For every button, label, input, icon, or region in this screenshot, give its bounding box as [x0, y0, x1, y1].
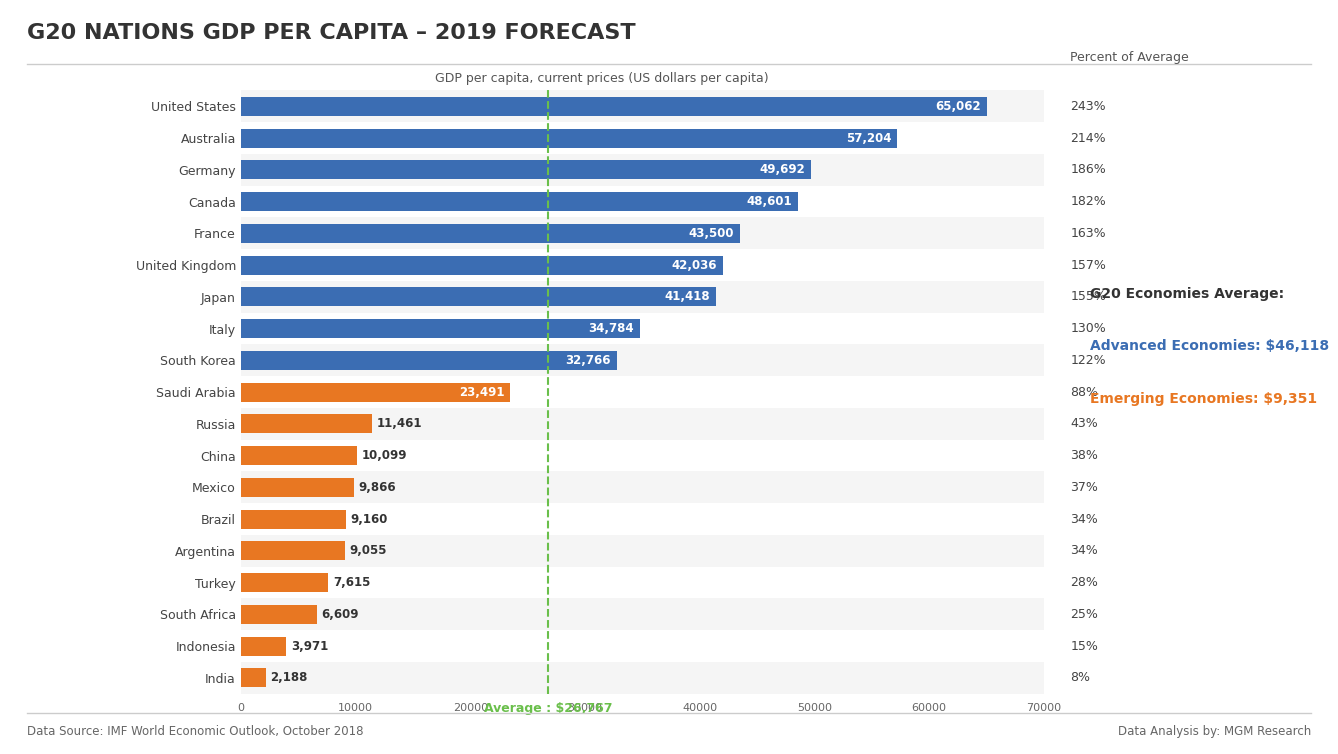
Text: 25%: 25%: [1070, 608, 1098, 621]
Bar: [241, 541, 345, 560]
Bar: [241, 154, 1044, 185]
Text: 155%: 155%: [1070, 290, 1107, 303]
Text: G20 NATIONS GDP PER CAPITA – 2019 FORECAST: G20 NATIONS GDP PER CAPITA – 2019 FORECA…: [27, 23, 636, 43]
Text: 34%: 34%: [1070, 544, 1098, 557]
Text: 122%: 122%: [1070, 354, 1107, 367]
Bar: [241, 636, 286, 655]
Text: 34%: 34%: [1070, 513, 1098, 526]
Bar: [241, 408, 1044, 440]
Text: Average : $26,767: Average : $26,767: [483, 702, 611, 715]
Bar: [241, 345, 1044, 376]
Text: Data Source: IMF World Economic Outlook, October 2018: Data Source: IMF World Economic Outlook,…: [27, 725, 363, 738]
Text: 42,036: 42,036: [672, 259, 717, 271]
Bar: [241, 446, 357, 465]
Text: 7,615: 7,615: [333, 576, 371, 589]
Bar: [241, 250, 1044, 281]
Text: Data Analysis by: MGM Research: Data Analysis by: MGM Research: [1119, 725, 1311, 738]
Bar: [241, 573, 328, 592]
Text: 157%: 157%: [1070, 259, 1107, 271]
Bar: [241, 287, 716, 306]
Bar: [241, 129, 896, 148]
Text: 182%: 182%: [1070, 195, 1107, 208]
Bar: [241, 471, 1044, 503]
Bar: [241, 668, 266, 688]
Bar: [241, 535, 1044, 567]
Bar: [241, 440, 1044, 471]
Text: 28%: 28%: [1070, 576, 1098, 589]
Bar: [241, 90, 1044, 122]
Text: 41,418: 41,418: [665, 290, 710, 303]
Title: GDP per capita, current prices (US dollars per capita): GDP per capita, current prices (US dolla…: [435, 72, 769, 85]
Text: 9,055: 9,055: [349, 544, 387, 557]
Bar: [241, 122, 1044, 154]
Text: 57,204: 57,204: [846, 132, 891, 145]
Bar: [241, 630, 1044, 662]
Text: 88%: 88%: [1070, 385, 1098, 399]
Text: 15%: 15%: [1070, 639, 1098, 652]
Text: 11,461: 11,461: [377, 417, 423, 431]
Bar: [241, 185, 1044, 217]
Bar: [241, 567, 1044, 599]
Bar: [241, 351, 617, 370]
Text: 48,601: 48,601: [747, 195, 792, 208]
Text: Advanced Economies: $46,118: Advanced Economies: $46,118: [1090, 339, 1330, 354]
Text: 32,766: 32,766: [566, 354, 611, 367]
Bar: [241, 224, 740, 243]
Text: 23,491: 23,491: [459, 385, 504, 399]
Bar: [241, 662, 1044, 694]
Bar: [241, 313, 1044, 345]
Bar: [241, 281, 1044, 313]
Text: 6,609: 6,609: [321, 608, 359, 621]
Text: 163%: 163%: [1070, 227, 1107, 240]
Bar: [241, 161, 811, 179]
Text: 243%: 243%: [1070, 100, 1107, 113]
Text: 8%: 8%: [1070, 671, 1090, 685]
Bar: [241, 414, 372, 434]
Bar: [241, 97, 987, 116]
Text: 9,160: 9,160: [351, 513, 388, 526]
Bar: [241, 478, 355, 497]
Bar: [241, 192, 799, 211]
Bar: [241, 319, 640, 338]
Text: 34,784: 34,784: [589, 322, 634, 335]
Text: Emerging Economies: $9,351: Emerging Economies: $9,351: [1090, 392, 1318, 406]
Text: G20 Economies Average:: G20 Economies Average:: [1090, 287, 1284, 301]
Text: 38%: 38%: [1070, 449, 1098, 462]
Text: 214%: 214%: [1070, 132, 1107, 145]
Text: Percent of Average: Percent of Average: [1070, 51, 1189, 64]
Bar: [241, 605, 317, 624]
Bar: [241, 256, 723, 274]
Bar: [241, 382, 510, 402]
Bar: [241, 217, 1044, 250]
Text: 186%: 186%: [1070, 164, 1107, 176]
Text: 43%: 43%: [1070, 417, 1098, 431]
Bar: [241, 599, 1044, 630]
Text: 43,500: 43,500: [689, 227, 735, 240]
Text: 65,062: 65,062: [935, 100, 981, 113]
Text: 9,866: 9,866: [359, 481, 396, 494]
Text: 49,692: 49,692: [759, 164, 805, 176]
Bar: [241, 510, 347, 529]
Bar: [241, 503, 1044, 535]
Bar: [241, 376, 1044, 408]
Text: 3,971: 3,971: [290, 639, 328, 652]
Text: 2,188: 2,188: [270, 671, 308, 685]
Text: 130%: 130%: [1070, 322, 1107, 335]
Text: 10,099: 10,099: [361, 449, 407, 462]
Text: 37%: 37%: [1070, 481, 1098, 494]
